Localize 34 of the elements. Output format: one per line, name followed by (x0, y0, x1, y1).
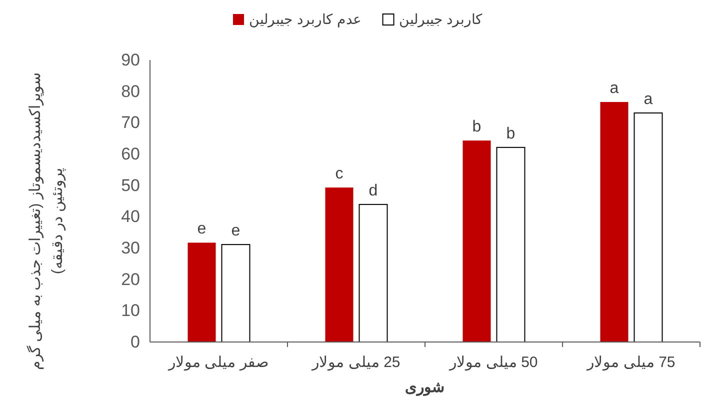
bar (358, 204, 388, 342)
x-tick-label: 25 میلی مولار (311, 354, 400, 371)
annotation: b (472, 118, 482, 136)
bar (325, 188, 354, 342)
legend-label: عدم کاربرد جیبرلین (249, 11, 361, 28)
bar (496, 146, 526, 342)
y-tick-label: 40 (121, 207, 140, 226)
bar (600, 102, 628, 342)
y-tick-label: 0 (130, 332, 140, 352)
y-tick-label: 20 (121, 270, 140, 289)
y-axis-title: سوپراکسیددیسموتاز (تغییرات جذب به میلی گرم پروتئین در دقیقه) (26, 72, 66, 370)
bar (188, 242, 216, 342)
annotation: b (506, 125, 516, 142)
y-tick-label: 50 (121, 176, 140, 195)
annotation: d (368, 182, 378, 200)
x-tick-label: صفر میلی مولار (168, 354, 269, 371)
bar (221, 244, 250, 342)
x-tick-label: 50 میلی مولار (448, 354, 538, 371)
y-tick-label: 10 (121, 301, 140, 320)
bar (634, 112, 663, 342)
x-axis-title: شوری (405, 379, 445, 396)
y-tick-label: 30 (121, 238, 140, 258)
annotation: c (335, 166, 344, 183)
annotation: e (231, 222, 240, 240)
annotation: e (197, 220, 206, 238)
annotation: a (644, 90, 653, 108)
bar (462, 140, 491, 342)
x-tick-label: 75 میلی مولار (586, 354, 676, 371)
annotation: a (610, 80, 619, 97)
y-tick-label: 60 (121, 144, 140, 164)
legend-label: کاربرد جیبرلین (398, 11, 483, 28)
y-tick-label: 90 (121, 50, 140, 70)
y-tick-label: 80 (121, 82, 140, 101)
y-tick-label: 70 (121, 113, 140, 132)
